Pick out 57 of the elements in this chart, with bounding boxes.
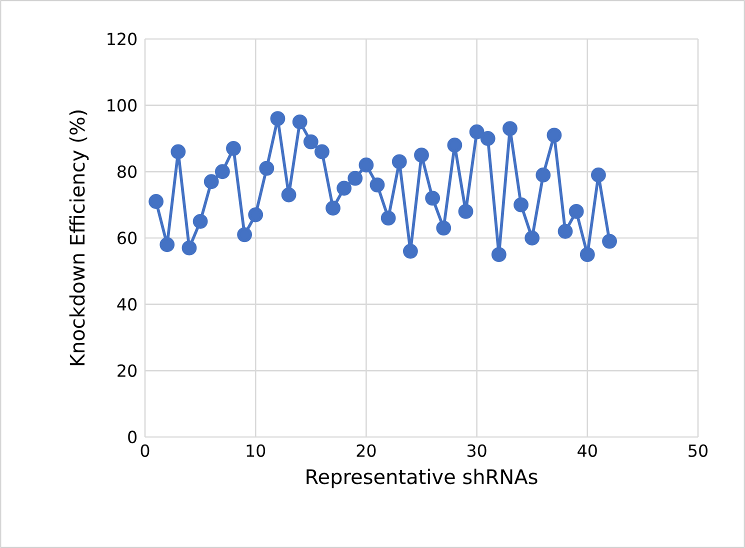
point (580, 247, 595, 262)
point (281, 187, 296, 202)
x-tick-label: 20 (356, 444, 376, 457)
x-tick-label: 10 (246, 444, 266, 457)
point (182, 240, 197, 256)
point (314, 144, 330, 160)
point (160, 237, 175, 252)
point (514, 197, 529, 212)
point (370, 177, 385, 192)
point (425, 190, 440, 206)
point (546, 128, 562, 143)
point (536, 168, 551, 182)
y-tick-label: 40 (117, 298, 137, 311)
x-axis-title: Representative shRNAs (306, 468, 538, 488)
y-tick-label: 100 (108, 99, 137, 112)
x-tick-label: 0 (140, 444, 150, 457)
point (358, 158, 374, 172)
point (558, 224, 573, 239)
point (480, 131, 496, 146)
x-tick-label: 30 (467, 444, 486, 457)
point (170, 144, 186, 160)
point (380, 210, 396, 226)
point (590, 168, 606, 182)
y-axis-title: Knockdown Efficiency (%) (69, 110, 89, 366)
point (447, 138, 462, 153)
point (303, 134, 318, 150)
point (348, 170, 363, 186)
point (226, 140, 241, 156)
point (326, 200, 340, 216)
point (469, 124, 484, 140)
point (214, 164, 230, 180)
point (392, 154, 407, 170)
point (336, 180, 352, 196)
point (436, 220, 452, 236)
point (148, 194, 164, 209)
point (414, 148, 429, 163)
y-tick-label: 0 (128, 430, 137, 444)
point (524, 230, 540, 246)
point (502, 121, 518, 136)
point (568, 204, 584, 219)
point (237, 227, 252, 242)
point (458, 204, 474, 219)
y-tick-label: 80 (118, 165, 137, 178)
y-tick-label: 20 (118, 364, 137, 377)
y-tick-label: 60 (118, 232, 137, 244)
point (602, 234, 617, 249)
point (192, 214, 208, 229)
point (402, 244, 418, 259)
point (292, 114, 308, 130)
point (270, 111, 286, 126)
point (248, 207, 264, 222)
point (259, 160, 274, 176)
x-tick-label: 50 (688, 444, 708, 457)
point (491, 247, 506, 262)
y-tick-label: 120 (108, 32, 137, 46)
x-tick-label: 40 (578, 444, 597, 457)
point (204, 174, 219, 190)
